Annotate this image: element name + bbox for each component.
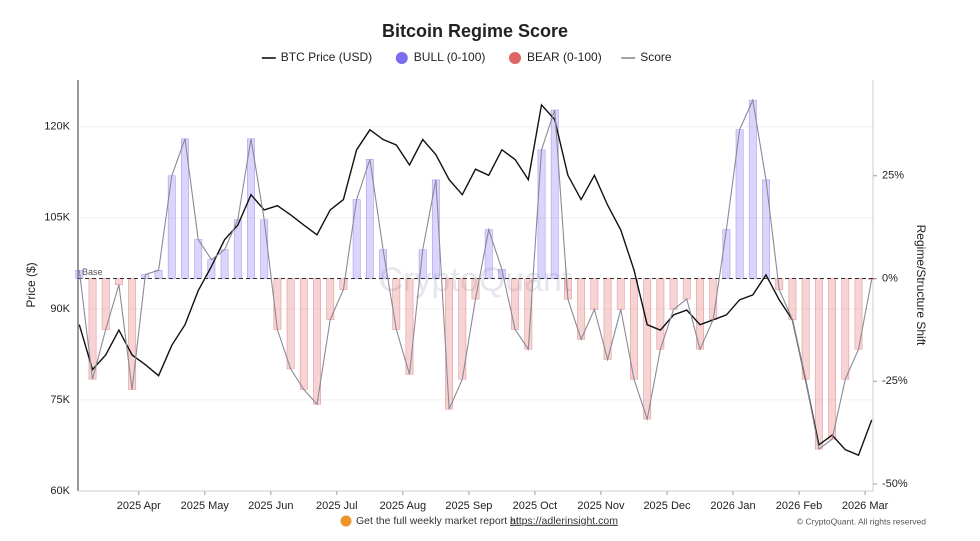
footer-text: Get the full weekly market report at (356, 515, 519, 527)
base-label: Base (82, 267, 103, 277)
x-tick-label: 2025 Apr (117, 500, 161, 512)
footer-icon (340, 515, 352, 527)
legend-label: Score (640, 50, 672, 64)
y-axis-label: Price ($) (24, 262, 38, 307)
y2-tick-label: -25% (882, 375, 908, 387)
legend-label: BTC Price (USD) (281, 50, 372, 64)
x-tick-label: 2025 Jul (316, 500, 358, 512)
x-tick-label: 2026 Feb (776, 500, 822, 512)
regime-bar (748, 99, 757, 279)
x-tick-label: 2025 Aug (380, 500, 427, 512)
regime-bar (115, 278, 123, 285)
regime-bar (590, 278, 599, 310)
y2-tick-label: -50% (882, 478, 908, 490)
regime-bar (550, 109, 559, 279)
regime-bar (643, 278, 652, 420)
y-tick-label: 90K (50, 303, 70, 315)
regime-bar (247, 138, 255, 279)
regime-bar (286, 278, 295, 370)
regime-bar (471, 278, 480, 300)
watermark: CryptoQuant (379, 261, 572, 299)
legend-label: BEAR (0-100) (527, 50, 602, 64)
y-tick-label: 120K (44, 121, 70, 133)
chart-title: Bitcoin Regime Score (382, 21, 568, 41)
regime-bar (656, 278, 665, 350)
regime-bar (814, 278, 823, 450)
regime-bar (762, 179, 770, 279)
x-tick-label: 2026 Mar (842, 500, 889, 512)
regime-bar (352, 199, 361, 279)
legend-swatch (509, 52, 521, 64)
regime-bar (220, 249, 229, 279)
regime-bar (603, 278, 612, 360)
x-tick-label: 2026 Jan (710, 500, 755, 512)
regime-bar (511, 278, 520, 330)
regime-bar (299, 278, 308, 390)
price-line (78, 103, 873, 457)
regime-bar (260, 219, 269, 279)
regime-bar (828, 278, 836, 440)
y-tick-label: 105K (44, 212, 70, 224)
regime-bar (88, 278, 97, 380)
regime-bar (194, 239, 203, 279)
x-tick-label: 2025 Nov (577, 500, 625, 512)
footer-link[interactable]: https://adlerinsight.com (510, 515, 618, 527)
x-tick-label: 2025 May (181, 500, 230, 512)
x-tick-label: 2025 Oct (513, 500, 558, 512)
x-tick-label: 2025 Sep (445, 500, 492, 512)
y-tick-label: 60K (50, 485, 70, 497)
regime-bar (445, 278, 454, 410)
regime-bar (392, 278, 401, 330)
regime-bar (841, 278, 850, 380)
y2-tick-label: 25% (882, 170, 904, 182)
regime-bar (616, 278, 625, 310)
legend-swatch (395, 52, 408, 64)
y-tick-label: 75K (50, 394, 70, 406)
regime-bar (669, 278, 678, 310)
legend-label: BULL (0-100) (414, 50, 486, 64)
regime-bar (801, 278, 810, 380)
x-tick-label: 2025 Dec (643, 500, 691, 512)
copyright: © CryptoQuant. All rights reserved (797, 516, 926, 526)
regime-bar (682, 278, 691, 300)
regime-bar (405, 278, 414, 375)
regime-bar (722, 229, 731, 279)
y2-axis-label: Regime/Structure Shift (914, 225, 928, 346)
y2-tick-label: 0% (882, 272, 898, 284)
score-line (78, 98, 873, 451)
x-tick-label: 2025 Jun (248, 500, 293, 512)
regime-bar (537, 149, 546, 279)
